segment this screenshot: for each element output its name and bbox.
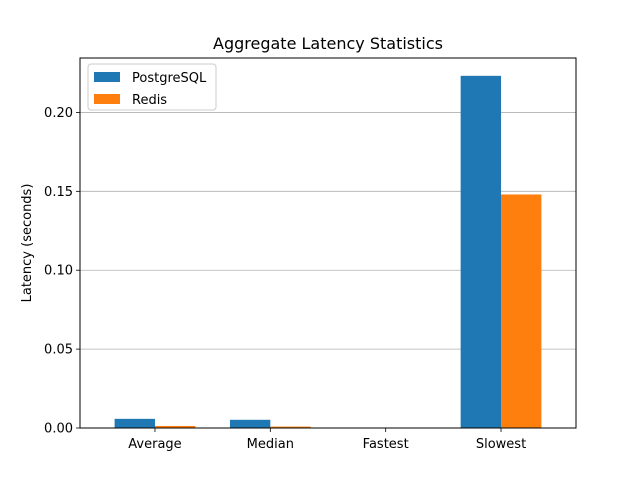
x-tick-label: Slowest [476, 437, 526, 452]
y-tick-label: 0.10 [44, 264, 73, 279]
y-tick-label: 0.20 [44, 106, 73, 121]
bar-redis-slowest [501, 194, 542, 428]
y-axis-label: Latency (seconds) [20, 184, 35, 303]
plot-frame [79, 57, 577, 429]
bar-postgresql-median [229, 419, 271, 428]
bars [114, 75, 542, 429]
x-tick-label: Median [247, 437, 294, 452]
legend: PostgreSQL Redis [87, 63, 217, 111]
x-tick-label: Average [128, 437, 181, 452]
y-tick-label: 0.05 [44, 343, 73, 358]
bar-redis-median [270, 426, 311, 428]
legend-label: PostgreSQL [132, 71, 207, 86]
bar-postgresql-slowest [460, 75, 502, 429]
legend-swatch [94, 72, 120, 82]
chart-title: Aggregate Latency Statistics [213, 34, 443, 53]
legend-swatch [94, 94, 120, 104]
y-ticks: 0.00 0.05 0.10 0.15 0.20 [44, 106, 80, 437]
y-tick-label: 0.00 [44, 422, 73, 437]
x-tick-label: Fastest [363, 437, 409, 452]
x-ticks: Average Median Fastest Slowest [128, 428, 526, 452]
y-tick-label: 0.15 [44, 185, 73, 200]
bar-postgresql-average [114, 418, 155, 428]
legend-label: Redis [132, 93, 167, 108]
bar-redis-average [154, 425, 196, 428]
